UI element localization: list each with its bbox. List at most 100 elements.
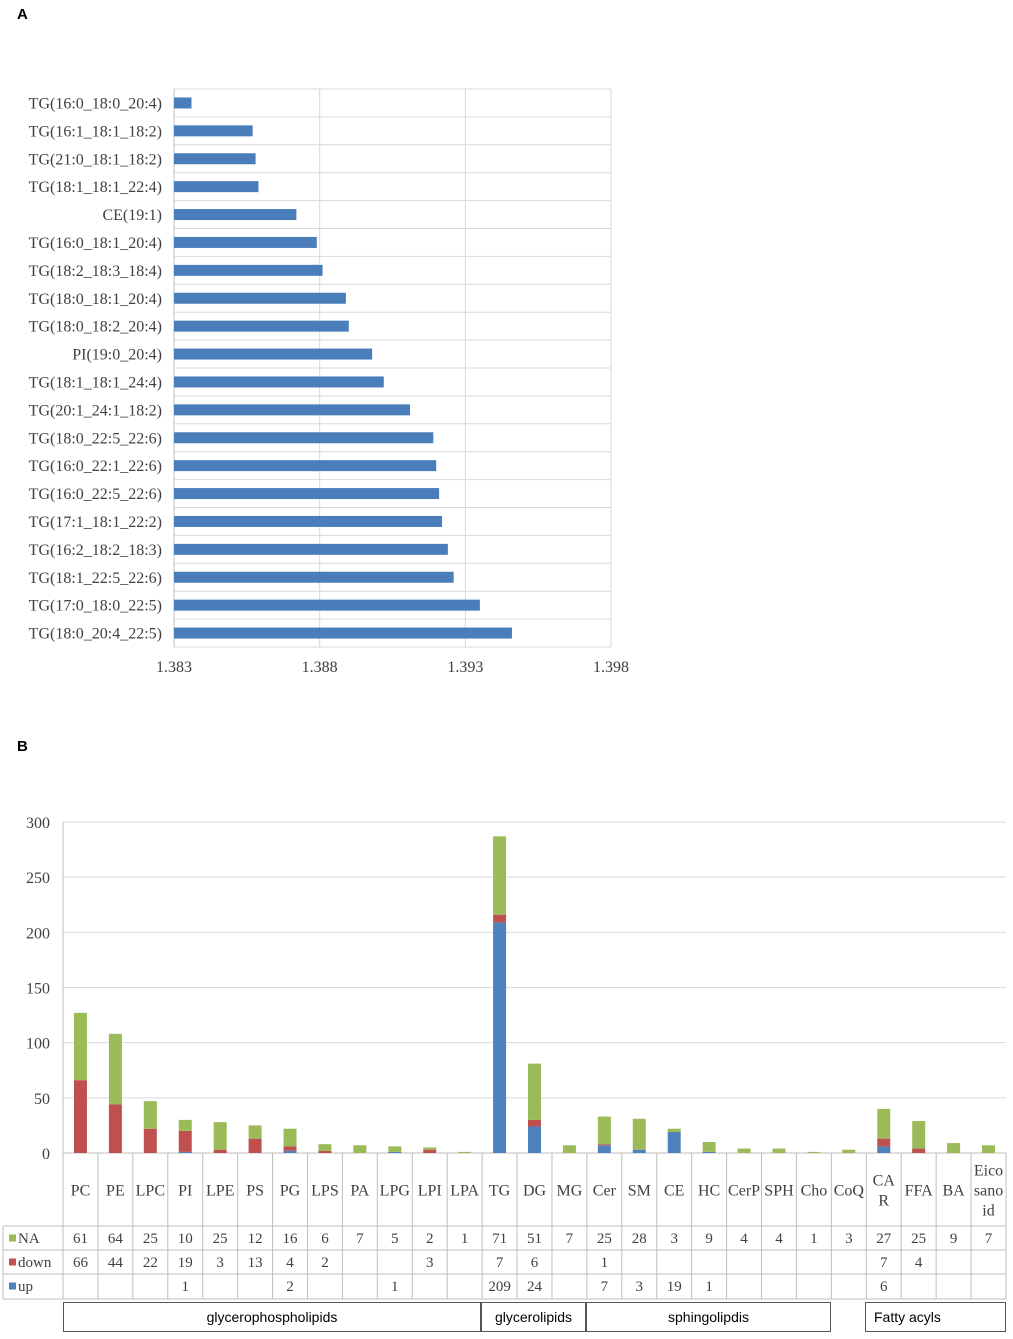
category-label: PS	[246, 1183, 264, 1200]
category-label: R	[878, 1193, 889, 1210]
category-label: TG(16:1_18:1_18:2)	[29, 123, 162, 140]
x-tick-label: 1.388	[302, 659, 338, 676]
table-cell: 2	[426, 1231, 434, 1247]
category-label: BA	[942, 1183, 965, 1200]
y-tick-label: 100	[26, 1036, 50, 1053]
table-cell: 9	[950, 1231, 958, 1247]
bar	[174, 181, 259, 193]
x-tick-label: 1.398	[593, 659, 629, 676]
bar-na	[248, 1125, 262, 1139]
table-cell: 12	[248, 1231, 263, 1247]
table-cell: 209	[488, 1279, 511, 1295]
bar-down	[597, 1144, 611, 1146]
bar	[174, 97, 192, 109]
category-label: PI	[178, 1183, 192, 1200]
table-cell: 1	[810, 1231, 818, 1247]
bar-up	[178, 1151, 192, 1153]
legend-swatch-down	[9, 1258, 16, 1266]
bar-na	[982, 1145, 996, 1153]
category-label: CA	[873, 1173, 896, 1190]
category-label: TG(16:2_18:2_18:3)	[29, 542, 162, 559]
category-label: CE	[664, 1183, 684, 1200]
table-cell: 3	[426, 1255, 434, 1271]
category-label: CerP	[728, 1183, 760, 1200]
bar-na	[772, 1148, 786, 1153]
y-tick-label: 200	[26, 925, 50, 942]
bar-up	[493, 922, 507, 1153]
bar	[174, 264, 323, 276]
table-cell: 28	[632, 1231, 647, 1247]
category-label: TG(21:0_18:1_18:2)	[29, 151, 162, 168]
bar	[174, 515, 443, 527]
table-cell: 25	[911, 1231, 926, 1247]
bar-up	[597, 1145, 611, 1153]
table-cell: 4	[775, 1231, 783, 1247]
group-box-glycerolipids: glycerolipids	[481, 1302, 586, 1332]
category-label: TG(20:1_24:1_18:2)	[29, 402, 162, 419]
bar	[174, 236, 317, 248]
table-cell: 3	[636, 1279, 644, 1295]
y-tick-label: 300	[26, 815, 50, 832]
category-label: sano	[974, 1183, 1003, 1200]
category-label: TG(18:0_18:1_20:4)	[29, 291, 162, 308]
bar	[174, 571, 454, 583]
bar-down	[73, 1080, 87, 1153]
bar	[174, 348, 373, 360]
category-label: CoQ	[834, 1183, 865, 1200]
bar-up	[388, 1151, 402, 1153]
bar-down	[493, 914, 507, 923]
table-cell: 6	[321, 1231, 329, 1247]
bar-na	[213, 1122, 227, 1150]
bar-up	[283, 1150, 297, 1153]
table-cell: 4	[915, 1255, 923, 1271]
bar-down	[248, 1138, 262, 1153]
bar-na	[178, 1119, 192, 1131]
category-label: SPH	[764, 1183, 794, 1200]
bar-na	[528, 1063, 541, 1120]
table-cell: 44	[108, 1255, 124, 1271]
table-cell: 66	[73, 1255, 89, 1271]
category-label: TG(17:0_18:0_22:5)	[29, 598, 162, 615]
table-cell: 1	[601, 1255, 609, 1271]
category-label: LPE	[206, 1183, 234, 1200]
category-label: TG(18:1_22:5_22:6)	[29, 570, 162, 587]
table-cell: 2	[286, 1279, 294, 1295]
category-label: PC	[71, 1183, 91, 1200]
table-cell: 1	[181, 1279, 189, 1295]
category-label: LPA	[450, 1183, 479, 1200]
bar	[174, 209, 297, 221]
bar-na	[143, 1101, 157, 1129]
category-label: TG(16:0_22:1_22:6)	[29, 458, 162, 475]
category-label: id	[982, 1203, 994, 1220]
category-label: TG(16:0_22:5_22:6)	[29, 486, 162, 503]
bar-down	[423, 1149, 437, 1153]
x-tick-label: 1.393	[447, 659, 483, 676]
category-label: LPG	[380, 1183, 411, 1200]
bar-na	[842, 1149, 856, 1153]
table-cell: 16	[283, 1231, 299, 1247]
bar-up	[877, 1146, 891, 1153]
bar-na	[562, 1145, 576, 1153]
table-cell: 7	[985, 1231, 993, 1247]
bar-na	[632, 1118, 646, 1150]
table-cell: 27	[876, 1231, 892, 1247]
legend-swatch-up	[9, 1282, 16, 1290]
legend-swatch-NA	[9, 1234, 16, 1242]
bar-down	[318, 1150, 332, 1153]
bar-na	[353, 1145, 367, 1153]
table-cell: 2	[321, 1255, 329, 1271]
table-cell: 51	[527, 1231, 542, 1247]
category-label: Eico	[974, 1163, 1003, 1180]
category-label: TG(18:1_18:1_24:4)	[29, 374, 162, 391]
legend-label-NA: NA	[18, 1231, 40, 1247]
category-label: Cho	[801, 1183, 828, 1200]
category-label: LPS	[311, 1183, 339, 1200]
category-label: DG	[523, 1183, 547, 1200]
category-label: HC	[698, 1183, 720, 1200]
category-label: TG(16:0_18:1_20:4)	[29, 235, 162, 252]
category-label: PI(19:0_20:4)	[72, 347, 162, 364]
table-cell: 71	[492, 1231, 507, 1247]
bar	[174, 320, 349, 332]
table-cell: 5	[391, 1231, 399, 1247]
